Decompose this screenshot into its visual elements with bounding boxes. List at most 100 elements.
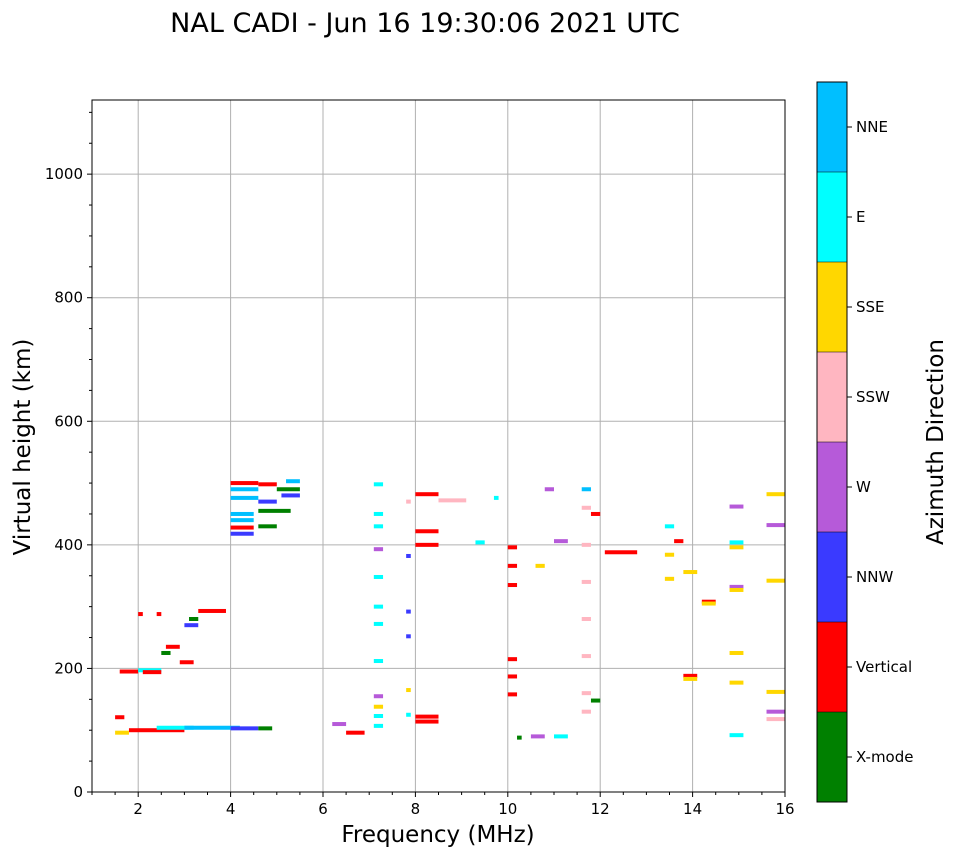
echo-mark — [729, 545, 744, 550]
echo-mark — [729, 680, 744, 685]
echo-mark — [507, 657, 518, 662]
echo-mark — [373, 714, 384, 719]
echo-mark — [604, 550, 638, 555]
echo-mark — [729, 733, 744, 738]
echo-mark — [230, 511, 254, 516]
echo-mark — [184, 725, 240, 730]
echo-mark — [179, 660, 194, 665]
echo-mark — [373, 704, 384, 709]
echo-mark — [766, 689, 785, 694]
colorbar-segment — [817, 712, 847, 802]
colorbar-label-ssw: SSW — [856, 388, 890, 406]
echo-mark — [729, 504, 744, 509]
echo-mark — [373, 604, 384, 609]
y-tick-label: 0 — [73, 783, 83, 801]
echo-mark — [701, 601, 716, 606]
echo-mark — [258, 482, 277, 487]
echo-mark — [664, 524, 675, 529]
echo-mark — [507, 674, 518, 679]
echo-mark — [590, 511, 601, 516]
y-tick-label: 1000 — [45, 165, 83, 183]
echo-mark — [475, 540, 485, 545]
x-tick-label: 16 — [775, 800, 794, 818]
x-tick-label: 8 — [411, 800, 421, 818]
x-tick-label: 2 — [133, 800, 143, 818]
echo-mark — [373, 621, 384, 626]
echo-mark — [258, 499, 277, 504]
echo-mark — [406, 712, 411, 717]
echo-mark — [507, 545, 518, 550]
echo-mark — [258, 508, 291, 513]
echo-mark — [581, 617, 591, 621]
x-tick-label: 6 — [318, 800, 328, 818]
y-tick-label: 800 — [54, 289, 83, 307]
x-tick-label: 10 — [498, 800, 517, 818]
echo-mark — [115, 730, 129, 735]
echo-mark — [674, 539, 684, 544]
echo-mark — [373, 547, 384, 552]
echo-mark — [590, 698, 601, 703]
colorbar-segment — [817, 352, 847, 442]
echo-mark — [415, 719, 439, 724]
echo-mark — [493, 495, 499, 500]
echo-mark — [415, 714, 439, 719]
echo-mark — [373, 723, 384, 728]
echo-mark — [406, 553, 411, 558]
echo-mark — [729, 584, 744, 589]
plot-frame — [91, 99, 786, 793]
echo-mark — [766, 492, 785, 497]
echo-mark — [230, 531, 254, 536]
echo-mark — [115, 715, 125, 720]
echo-mark — [332, 722, 347, 727]
colorbar-frame — [816, 81, 848, 803]
echo-mark — [258, 726, 273, 731]
colorbar: X-mode Vertical NNW W SSW SSE E NNE — [816, 81, 913, 803]
echo-mark — [406, 688, 411, 693]
colorbar-label-e: E — [856, 208, 865, 226]
echo-mark — [581, 505, 591, 510]
echo-mark — [142, 670, 162, 675]
echo-mark — [766, 709, 785, 714]
echo-mark — [415, 492, 439, 497]
echo-mark — [276, 487, 300, 492]
x-axis-label: Frequency (MHz) — [341, 822, 534, 848]
colorbar-label-sse: SSE — [856, 298, 885, 316]
echo-mark — [373, 524, 384, 529]
echo-mark — [507, 563, 518, 568]
echo-mark — [138, 612, 143, 617]
echo-mark — [119, 669, 139, 674]
echo-mark — [156, 612, 162, 617]
echo-mark — [438, 498, 467, 503]
echo-mark — [729, 540, 744, 545]
echo-mark — [286, 479, 300, 484]
grid — [92, 100, 785, 792]
echo-mark — [766, 523, 785, 528]
x-tick-label: 12 — [591, 800, 610, 818]
echo-mark — [507, 583, 518, 588]
colorbar-label-nnw: NNW — [856, 568, 893, 586]
echo-mark — [373, 574, 384, 579]
colorbar-label: Azimuth Direction — [923, 339, 949, 545]
colorbar-label-w: W — [856, 478, 871, 496]
echo-mark — [198, 608, 226, 613]
echo-mark — [507, 692, 518, 697]
echo-mark — [184, 623, 199, 628]
colorbar-label-nne: NNE — [856, 118, 888, 136]
echo-mark — [230, 481, 259, 486]
echo-mark — [258, 524, 277, 529]
colorbar-segment — [817, 442, 847, 532]
echo-mark — [281, 493, 300, 498]
colorbar-label-x-mode: X-mode — [856, 748, 913, 766]
echo-mark — [554, 734, 568, 739]
echo-mark — [683, 676, 698, 681]
echo-mark — [581, 654, 591, 659]
echo-traces — [115, 479, 785, 740]
echo-mark — [415, 529, 439, 534]
chart-title: NAL CADI - Jun 16 19:30:06 2021 UTC — [170, 8, 680, 39]
echo-mark — [581, 487, 591, 492]
x-tick-label: 4 — [226, 800, 236, 818]
echo-mark — [664, 576, 675, 581]
echo-mark — [373, 694, 384, 699]
echo-mark — [766, 717, 785, 722]
